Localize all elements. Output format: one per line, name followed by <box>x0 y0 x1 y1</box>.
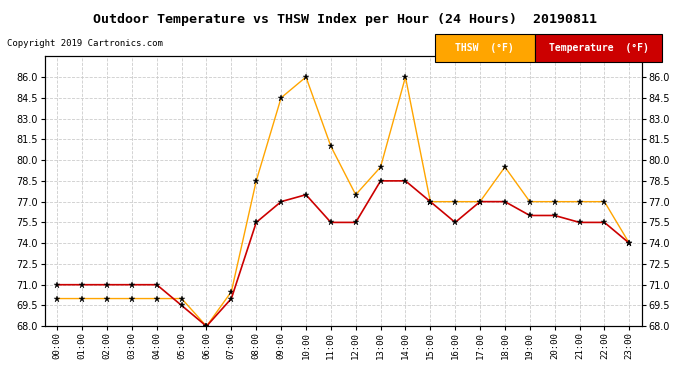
Text: Outdoor Temperature vs THSW Index per Hour (24 Hours)  20190811: Outdoor Temperature vs THSW Index per Ho… <box>93 13 597 26</box>
Text: Temperature  (°F): Temperature (°F) <box>549 43 649 53</box>
Text: THSW  (°F): THSW (°F) <box>455 43 514 53</box>
Text: Copyright 2019 Cartronics.com: Copyright 2019 Cartronics.com <box>7 39 163 48</box>
